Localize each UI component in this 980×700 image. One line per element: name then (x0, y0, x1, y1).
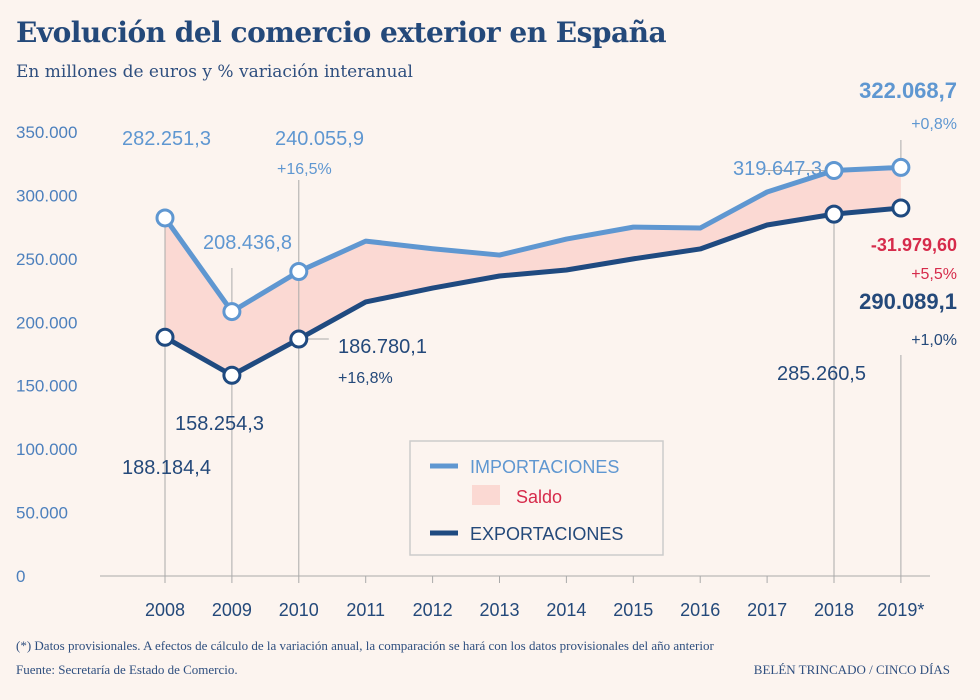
legend-box (409, 440, 664, 556)
x-tick-label: 2018 (814, 600, 854, 620)
y-tick-label: 300.000 (16, 186, 77, 205)
x-tick-label: 2017 (747, 600, 787, 620)
x-tick-label: 2012 (413, 600, 453, 620)
y-tick-label: 350.000 (16, 123, 77, 142)
x-tick-label: 2013 (479, 600, 519, 620)
annotation-imp-2010-pct: +16,5% (277, 161, 332, 178)
x-tick-label: 2014 (546, 600, 586, 620)
importaciones-point (289, 261, 309, 281)
x-tick-label: 2009 (212, 600, 252, 620)
annotation-imp-2008: 282.251,3 (122, 128, 211, 150)
x-tick-label: 2019* (877, 600, 924, 620)
x-tick-label: 2015 (613, 600, 653, 620)
annotation-imp-2009: 208.436,8 (203, 232, 292, 254)
chart-title: Evolución del comercio exterior en Españ… (16, 16, 667, 49)
annotation-exp-2008: 188.184,4 (122, 457, 211, 479)
y-tick-label: 200.000 (16, 313, 77, 332)
importaciones-point (824, 161, 844, 181)
annotation-exp-2010: 186.780,1 (338, 336, 427, 358)
legend-saldo-swatch (472, 485, 500, 505)
y-tick-label: 50.000 (16, 504, 68, 523)
footnote: (*) Datos provisionales. A efectos de cá… (16, 638, 714, 653)
x-tick-label: 2010 (279, 600, 319, 620)
importaciones-line (162, 164, 902, 315)
credit: BELÉN TRINCADO / CINCO DÍAS (753, 662, 950, 677)
annotation-imp-2019-pct: +0,8% (911, 116, 957, 133)
y-tick-label: 0 (16, 567, 25, 586)
y-tick-label: 100.000 (16, 440, 77, 459)
legend-exportaciones-label: EXPORTACIONES (470, 524, 623, 544)
legend-importaciones-label: IMPORTACIONES (470, 457, 619, 477)
legend-saldo-label: Saldo (516, 487, 562, 507)
annotation-exp-2018: 285.260,5 (777, 363, 866, 385)
annotation-imp-2010: 240.055,9 (275, 128, 364, 150)
exportaciones-point (155, 327, 175, 347)
annotation-exp-2009: 158.254,3 (175, 413, 264, 435)
y-tick-label: 250.000 (16, 250, 77, 269)
importaciones-point (155, 208, 175, 228)
chart-subtitle: En millones de euros y % variación inter… (16, 62, 413, 82)
annotation-imp-2018: 319.647,3 (733, 158, 822, 180)
exportaciones-point (824, 204, 844, 224)
exportaciones-point (222, 365, 242, 385)
annotation-saldo-2019-pct: +5,5% (911, 266, 957, 283)
exportaciones-point (289, 329, 309, 349)
source: Fuente: Secretaría de Estado de Comercio… (16, 662, 238, 677)
annotation-exp-2019: 290.089,1 (859, 289, 957, 314)
x-tick-label: 2016 (680, 600, 720, 620)
annotation-exp-2010-pct: +16,8% (338, 370, 393, 387)
x-tick-label: 2008 (145, 600, 185, 620)
annotation-imp-2019: 322.068,7 (859, 78, 957, 103)
exportaciones-point (891, 198, 911, 218)
annotation-exp-2019-pct: +1,0% (911, 332, 957, 349)
exportaciones-line (163, 205, 902, 378)
importaciones-point (222, 302, 242, 322)
importaciones-point (891, 157, 911, 177)
x-tick-label: 2011 (346, 600, 385, 620)
y-tick-label: 150.000 (16, 377, 77, 396)
annotation-saldo-2019: -31.979,60 (871, 235, 957, 255)
